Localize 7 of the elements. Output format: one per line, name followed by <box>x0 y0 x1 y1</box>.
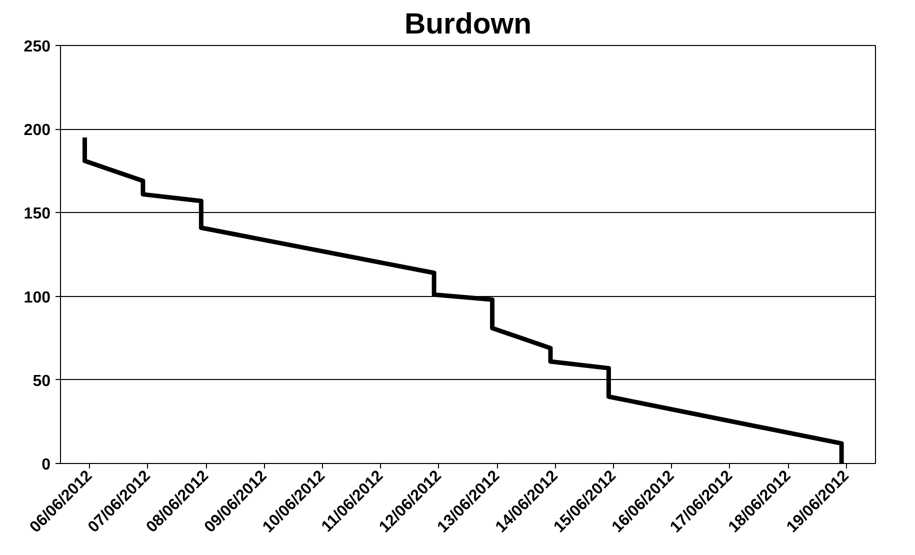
chart-title: Burdown <box>404 8 532 40</box>
y-tick-label: 100 <box>24 289 51 306</box>
y-tick-label: 250 <box>24 38 51 56</box>
y-tick-label: 150 <box>24 206 51 223</box>
y-tick-label: 0 <box>42 456 51 474</box>
y-tick-label: 50 <box>32 372 51 390</box>
y-tick-label: 200 <box>24 122 51 140</box>
